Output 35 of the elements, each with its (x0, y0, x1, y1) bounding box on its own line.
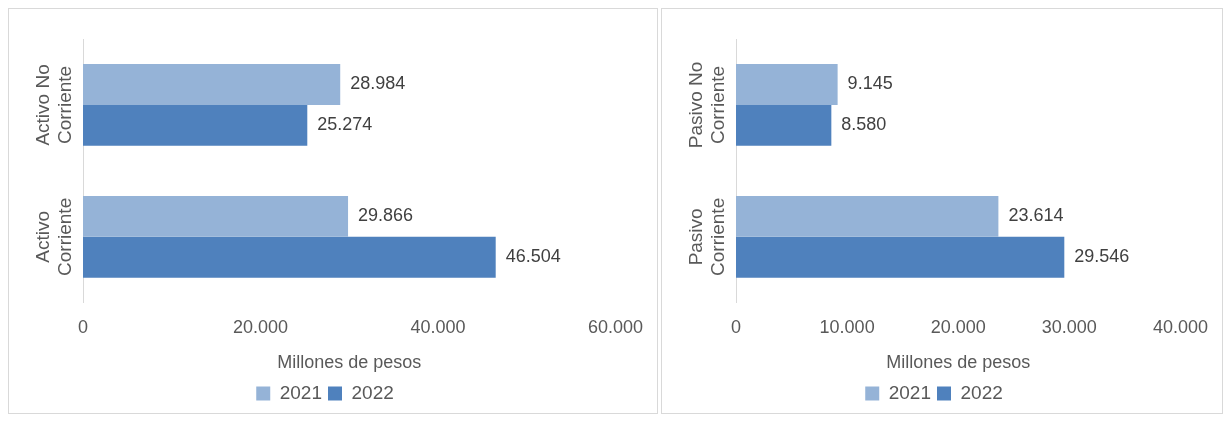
x-tick-label: 20.000 (930, 316, 986, 337)
data-label: 29.866 (358, 205, 414, 226)
x-tick-label: 30.000 (1041, 316, 1097, 337)
x-tick-label: 0 (730, 316, 742, 337)
y-tick-label: Pasivo Corriente (685, 197, 729, 276)
x-tick-label: 40.000 (410, 316, 466, 337)
data-label: 46.504 (505, 246, 561, 267)
y-tick-label: Activo No Corriente (32, 64, 76, 146)
data-label: 8.580 (841, 114, 887, 135)
bar (83, 236, 496, 278)
x-tick-label: 40.000 (1152, 316, 1208, 337)
y-tick-label: Activo Corriente (32, 197, 76, 276)
bar (736, 236, 1065, 278)
y-tick-label: Pasivo No Corriente (685, 61, 729, 149)
data-label: 29.546 (1074, 246, 1130, 267)
legend-label: 2021 (279, 381, 323, 403)
bar (83, 195, 349, 237)
bar (736, 64, 838, 105)
x-tick-label: 60.000 (587, 316, 643, 337)
bar (736, 195, 999, 237)
x-tick-label: 20.000 (232, 316, 289, 337)
x-tick-label: 0 (77, 316, 89, 337)
x-axis-title: Millones de pesos (277, 352, 422, 373)
legend-label: 2022 (351, 381, 394, 403)
data-label: 28.984 (350, 73, 406, 94)
bar (736, 104, 832, 146)
legend-label: 2021 (888, 381, 932, 403)
bar (83, 104, 308, 146)
bar (83, 64, 341, 105)
x-axis-title: Millones de pesos (886, 352, 1031, 373)
data-label: 25.274 (317, 114, 373, 135)
x-tick-label: 10.000 (819, 316, 875, 337)
data-label: 9.145 (847, 73, 893, 94)
data-label: 23.614 (1008, 205, 1064, 226)
legend-label: 2022 (960, 381, 1003, 403)
